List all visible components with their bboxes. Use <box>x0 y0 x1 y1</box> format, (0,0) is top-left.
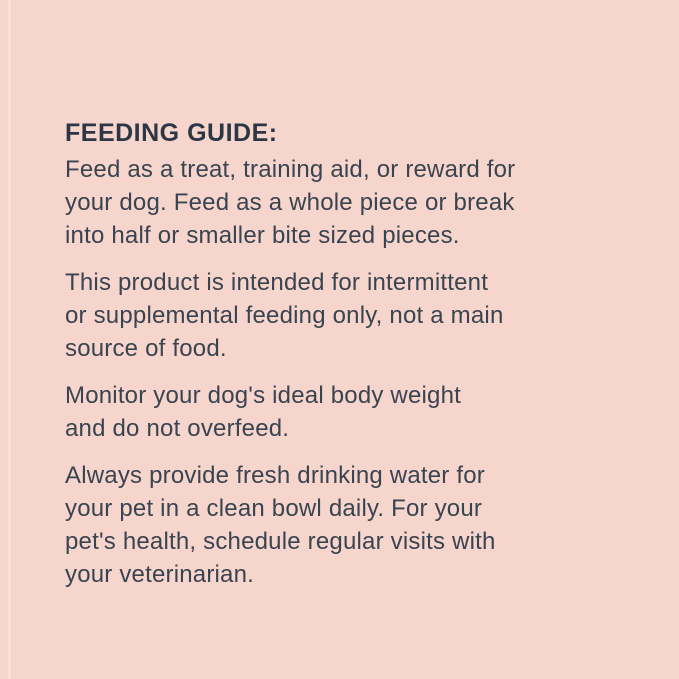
intermittent-feeding-paragraph: This product is intended for intermitten… <box>65 269 504 362</box>
fresh-water-paragraph: Always provide fresh drinking water for … <box>65 462 496 588</box>
body-weight-paragraph: Monitor your dog's ideal body weight and… <box>65 382 462 442</box>
feeding-guide-heading: FEEDING GUIDE: <box>65 119 278 147</box>
feeding-instructions-paragraph: Feed as a treat, training aid, or reward… <box>65 156 516 249</box>
left-edge-strip <box>8 0 11 679</box>
feeding-guide-content: FEEDING GUIDE: Feed as a treat, training… <box>65 118 570 591</box>
